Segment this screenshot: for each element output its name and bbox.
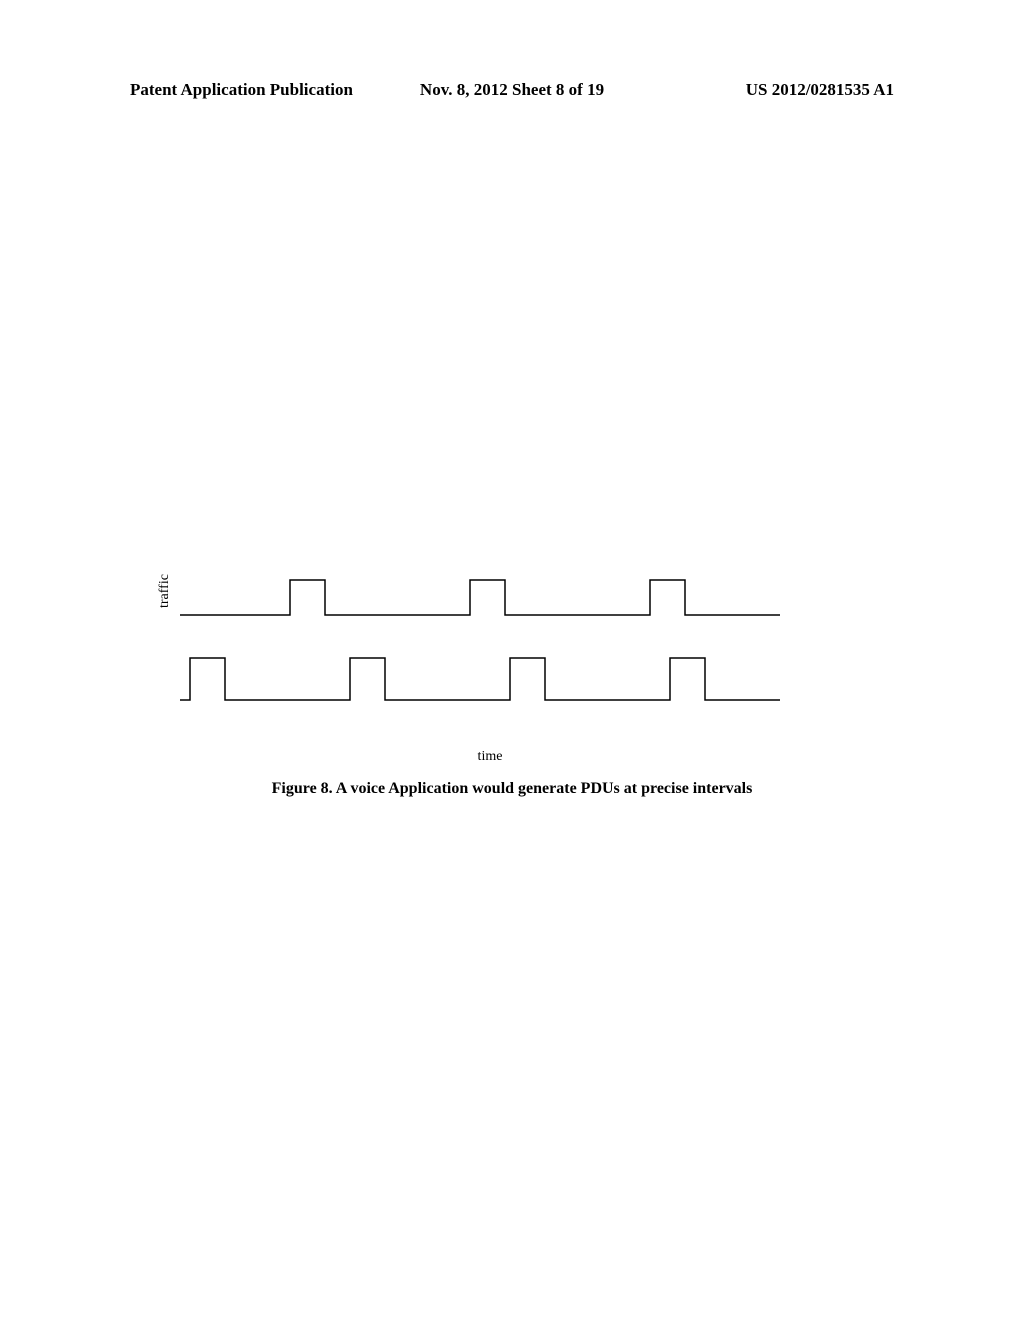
pulse-diagram-figure: traffic time <box>180 560 800 740</box>
x-axis-label: time <box>478 749 503 765</box>
pulse-row-1 <box>180 570 800 625</box>
page-header: Patent Application Publication Nov. 8, 2… <box>130 80 894 100</box>
figure-caption: Figure 8. A voice Application would gene… <box>0 780 1024 798</box>
header-center-text: Nov. 8, 2012 Sheet 8 of 19 <box>385 80 640 100</box>
header-right-text: US 2012/0281535 A1 <box>639 80 894 100</box>
y-axis-label: traffic <box>157 574 173 608</box>
pulse-row-2 <box>180 655 800 710</box>
header-left-text: Patent Application Publication <box>130 80 385 100</box>
